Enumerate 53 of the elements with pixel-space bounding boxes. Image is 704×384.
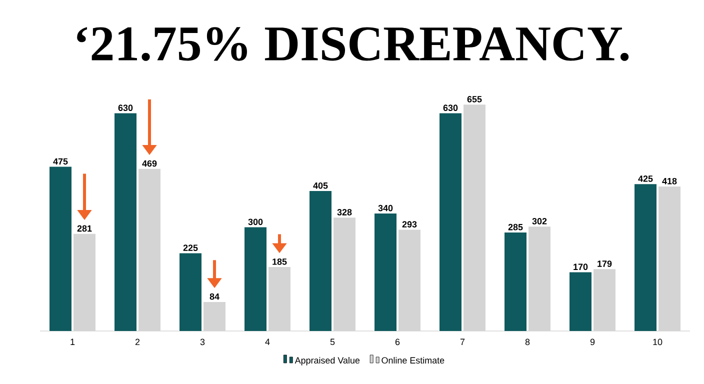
bar (74, 234, 96, 331)
x-tick-label: 1 (70, 338, 75, 345)
data-label: 170 (574, 264, 588, 270)
bar (50, 166, 72, 331)
bar (334, 218, 356, 331)
data-label: 179 (598, 260, 612, 267)
data-label: 84 (210, 293, 220, 300)
data-label: 302 (532, 218, 547, 224)
bar (398, 230, 421, 331)
bar (138, 168, 161, 331)
data-label: 655 (467, 96, 482, 102)
x-tick-label: 8 (525, 338, 530, 346)
bar (244, 227, 267, 331)
legend-label: Online Estimate (382, 356, 444, 364)
legend-label: Appraised Value (294, 356, 360, 366)
bar (528, 226, 551, 331)
data-label: 340 (378, 204, 393, 212)
bar (114, 113, 137, 331)
data-label: 185 (272, 258, 287, 265)
data-label: 328 (337, 209, 352, 216)
data-label: 300 (248, 218, 263, 226)
data-label: 630 (443, 104, 458, 112)
bar (440, 113, 462, 331)
bar (570, 272, 592, 331)
bar (504, 232, 527, 331)
x-tick-label: 10 (653, 338, 662, 346)
bar (204, 302, 226, 331)
bar (310, 191, 332, 331)
x-tick-label: 7 (460, 338, 465, 345)
bar (180, 253, 202, 331)
bar (634, 184, 657, 331)
x-tick-label: 3 (200, 338, 205, 346)
bar (374, 213, 397, 331)
data-label: 405 (313, 182, 328, 189)
data-label: 285 (508, 224, 523, 230)
bar (658, 186, 681, 331)
data-label: 630 (118, 104, 133, 112)
x-tick-label: 6 (395, 338, 400, 346)
chart-title: ‘21.75% DISCREPANCY. (77, 27, 629, 61)
data-label: 225 (183, 244, 198, 252)
data-label: 425 (638, 176, 653, 182)
x-tick-label: 2 (135, 338, 140, 346)
x-tick-label: 5 (330, 338, 335, 346)
data-label: 475 (53, 158, 68, 165)
data-label: 293 (402, 221, 417, 228)
bar (268, 267, 291, 331)
bar (464, 104, 486, 331)
data-label: 281 (77, 225, 92, 232)
data-label: 469 (142, 160, 157, 167)
x-tick-label: 4 (265, 338, 270, 345)
data-label: 418 (662, 178, 677, 184)
x-tick-label: 9 (590, 338, 595, 346)
bar (594, 269, 616, 331)
